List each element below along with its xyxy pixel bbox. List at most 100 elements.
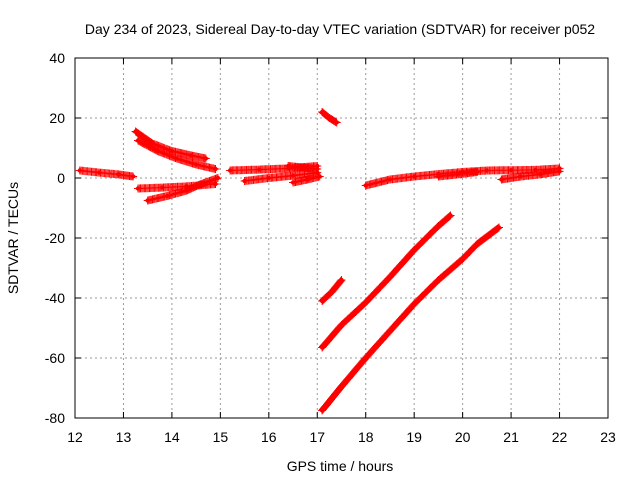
x-tick-label: 12 <box>67 429 83 445</box>
data-point <box>460 256 465 262</box>
x-tick-label: 15 <box>213 429 229 445</box>
data-point <box>327 115 332 121</box>
data-point <box>484 168 490 173</box>
data-point <box>319 298 325 304</box>
y-axis-label: SDTVAR / TECUs <box>5 182 21 294</box>
data-point <box>363 183 368 188</box>
data-point <box>242 178 247 184</box>
data-point <box>499 177 504 182</box>
data-point <box>290 180 296 185</box>
x-tick-label: 18 <box>358 429 374 445</box>
series-8 <box>289 172 324 187</box>
data-point <box>411 174 417 179</box>
axis-ticks: 12 13 14 15 16 17 18 19 20 21 22 23 -80 -60 -40 -20 0 20 4… <box>45 50 616 445</box>
y-tick-label: 40 <box>49 50 65 66</box>
series-11 <box>318 276 346 305</box>
data-point <box>97 170 102 175</box>
y-tick-label: 0 <box>57 170 65 186</box>
data-point <box>387 177 393 182</box>
data-point <box>496 225 502 230</box>
data-point <box>227 168 233 173</box>
data-point <box>339 277 344 283</box>
data-point <box>135 138 141 143</box>
data-point <box>455 172 460 177</box>
data-point <box>317 174 322 179</box>
data-point <box>203 156 209 161</box>
series-1 <box>75 166 138 181</box>
data-series <box>75 108 564 415</box>
series-16 <box>497 167 564 184</box>
data-point <box>286 163 291 169</box>
data-point <box>135 186 141 191</box>
data-point <box>319 345 325 350</box>
data-point <box>130 174 136 179</box>
series-15 <box>434 168 482 181</box>
data-point <box>319 408 325 413</box>
data-point <box>363 300 368 305</box>
data-point <box>329 289 335 295</box>
x-tick-label: 20 <box>455 429 471 445</box>
data-point <box>387 274 393 280</box>
series-13 <box>318 223 503 415</box>
data-point <box>436 223 441 229</box>
series-markers <box>134 136 220 173</box>
data-point <box>198 181 204 187</box>
data-point <box>184 188 189 193</box>
data-point <box>518 174 523 179</box>
series-2 <box>131 127 210 163</box>
chart-title: Day 234 of 2023, Sidereal Day-to-day VTE… <box>85 21 595 37</box>
data-point <box>189 153 194 158</box>
data-point <box>169 148 175 154</box>
data-point <box>436 277 441 283</box>
y-tick-label: 20 <box>49 110 65 126</box>
data-point <box>256 167 262 172</box>
data-point <box>116 172 121 177</box>
data-point <box>300 165 305 170</box>
data-point <box>339 384 344 389</box>
data-point <box>508 168 514 173</box>
series-10 <box>318 108 341 127</box>
data-point <box>557 169 562 174</box>
y-tick-label: -60 <box>45 350 65 366</box>
data-point <box>266 175 272 181</box>
series-5 <box>143 174 222 205</box>
x-tick-label: 22 <box>552 429 568 445</box>
data-point <box>537 172 543 177</box>
x-tick-label: 21 <box>503 429 519 445</box>
data-point <box>155 148 160 154</box>
data-point <box>215 175 221 181</box>
y-tick-label: -40 <box>45 290 65 306</box>
data-point <box>334 120 339 125</box>
data-point <box>213 166 218 172</box>
data-point <box>474 169 480 175</box>
data-point <box>160 185 165 190</box>
data-point <box>290 173 296 178</box>
data-point <box>339 322 344 328</box>
series-9 <box>284 162 322 173</box>
data-point <box>164 193 170 199</box>
series-3 <box>134 136 220 173</box>
data-point <box>448 213 453 218</box>
grid-lines <box>75 58 608 418</box>
data-point <box>174 156 179 161</box>
x-axis-label: GPS time / hours <box>287 458 394 474</box>
data-point <box>305 177 310 182</box>
x-tick-label: 14 <box>164 429 180 445</box>
x-tick-label: 19 <box>406 429 422 445</box>
series-12 <box>318 211 455 352</box>
data-point <box>133 129 138 134</box>
x-tick-label: 23 <box>600 429 616 445</box>
x-tick-label: 13 <box>116 429 132 445</box>
data-point <box>411 247 417 253</box>
data-point <box>411 301 417 307</box>
x-tick-label: 17 <box>309 429 325 445</box>
data-point <box>363 355 368 361</box>
data-point <box>315 166 320 172</box>
data-point <box>319 109 325 115</box>
data-point <box>474 241 480 247</box>
data-point <box>77 168 83 173</box>
x-tick-label: 16 <box>261 429 277 445</box>
data-point <box>193 162 199 167</box>
data-point <box>387 328 393 334</box>
